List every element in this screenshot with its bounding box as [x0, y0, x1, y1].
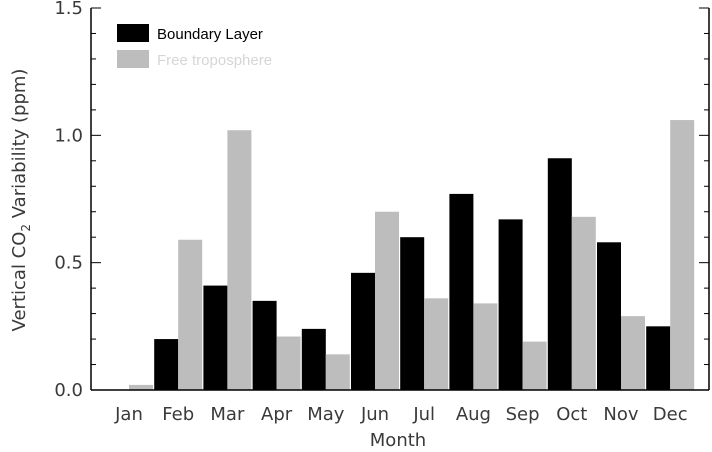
bar-boundary-layer-aug: [449, 193, 474, 390]
x-tick-label-feb: Feb: [162, 404, 194, 425]
y-tick-label-3: 1.5: [54, 0, 83, 19]
y-axis-title-main: Vertical CO: [9, 232, 30, 332]
y-axis-title: Vertical CO2 Variability (ppm): [9, 69, 33, 332]
y-tick-label-0: 0.0: [54, 380, 83, 401]
bars: [129, 120, 695, 391]
legend-swatch-free-troposphere: [117, 50, 149, 68]
bar-boundary-layer-oct: [547, 158, 572, 390]
bar-boundary-layer-jul: [400, 237, 425, 390]
bar-free-troposphere-sep: [522, 341, 547, 390]
bar-boundary-layer-mar: [203, 285, 228, 390]
bar-free-troposphere-oct: [571, 216, 596, 390]
y-axis-title-subscript: 2: [19, 224, 33, 232]
bar-free-troposphere-feb: [178, 239, 203, 390]
bar-boundary-layer-dec: [646, 326, 671, 390]
bar-boundary-layer-may: [301, 328, 326, 390]
x-tick-label-aug: Aug: [456, 404, 491, 425]
bar-free-troposphere-aug: [473, 303, 498, 390]
x-tick-label-oct: Oct: [556, 404, 587, 425]
bar-free-troposphere-nov: [621, 316, 645, 390]
x-axis-title: Month: [370, 430, 426, 451]
x-tick-label-apr: Apr: [261, 404, 293, 425]
axes: Jan Feb Mar Apr May Jun Jul Aug Sep Oct Nov Dec 0.0 0…: [54, 0, 710, 425]
y-tick-label-1: 0.5: [54, 253, 83, 274]
y-tick-label-2: 1.0: [54, 125, 83, 146]
x-tick-label-mar: Mar: [210, 404, 245, 425]
bar-free-troposphere-jul: [424, 298, 449, 390]
bar-boundary-layer-sep: [498, 219, 523, 390]
bar-boundary-layer-apr: [252, 300, 277, 390]
legend-label-boundary-layer: Boundary Layer: [157, 26, 263, 43]
x-tick-label-jun: Jun: [360, 404, 389, 425]
x-tick-label-jan: Jan: [114, 404, 143, 425]
y-axis-title-tail: Variability (ppm): [9, 69, 30, 224]
x-tick-label-sep: Sep: [506, 404, 540, 425]
x-tick-label-nov: Nov: [603, 404, 638, 425]
bar-free-troposphere-mar: [227, 130, 252, 391]
bar-boundary-layer-feb: [154, 339, 179, 390]
legend-label-free-troposphere: Free troposphere: [157, 52, 272, 69]
x-tick-label-jul: Jul: [412, 404, 435, 425]
bar-boundary-layer-nov: [597, 242, 621, 390]
bar-free-troposphere-apr: [276, 336, 301, 390]
bar-free-troposphere-jun: [375, 211, 399, 390]
legend-swatch-boundary-layer: [117, 24, 149, 42]
legend: Boundary Layer Free troposphere: [117, 24, 272, 69]
bar-boundary-layer-jun: [351, 272, 375, 390]
bar-free-troposphere-jan: [129, 384, 153, 390]
bar-free-troposphere-dec: [670, 120, 695, 391]
x-tick-label-may: May: [307, 404, 345, 425]
bar-free-troposphere-may: [325, 354, 350, 390]
x-tick-label-dec: Dec: [653, 404, 688, 425]
